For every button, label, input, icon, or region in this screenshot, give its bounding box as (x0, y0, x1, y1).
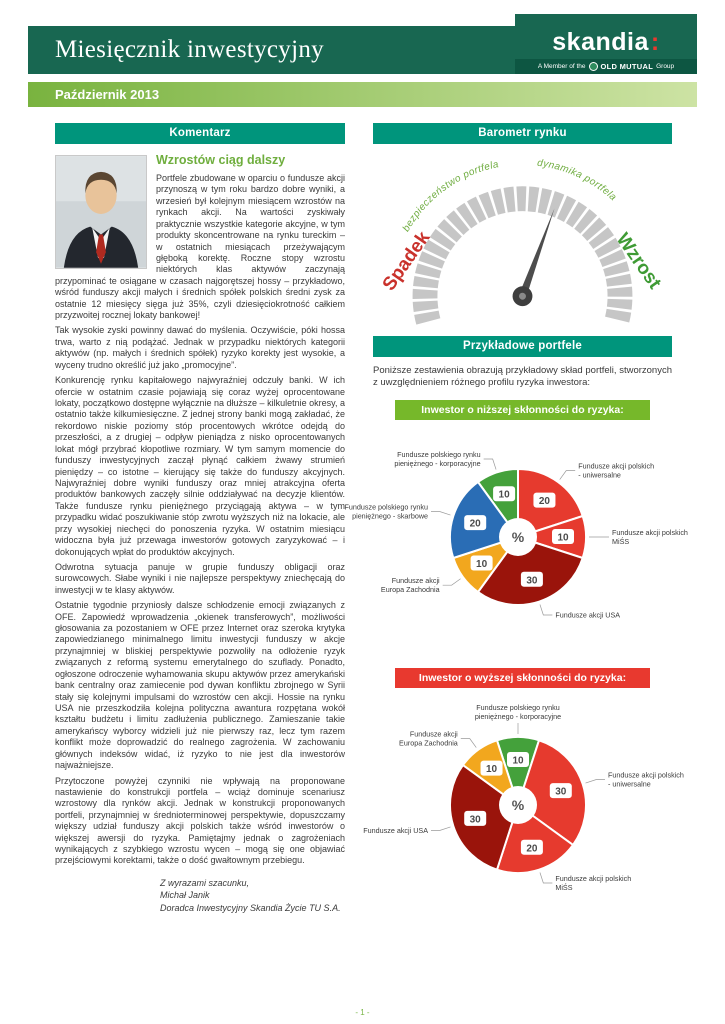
label-leader-line (559, 469, 576, 480)
pie-center (499, 785, 537, 824)
label-leader-line (442, 578, 461, 586)
slice-value: 10 (512, 755, 524, 766)
value-badge (493, 485, 516, 501)
slice-value: 20 (539, 496, 551, 507)
signature-block: Z wyrazami szacunku, Michał Janik Doradc… (160, 877, 345, 915)
label-leader-line (460, 737, 477, 748)
slice-label: Fundusze polskiego rynku pieniężnego - ko… (475, 703, 561, 721)
commentary-section: Komentarz Wzrostów ciąg dalszy Portfele … (55, 123, 345, 926)
label-leader-line (483, 458, 497, 470)
article-paragraph: Tak wysokie zyski powinny dawać do myśle… (55, 325, 345, 370)
pie-center-label: % (512, 797, 525, 813)
old-mutual-text: OLD MUTUAL (600, 62, 654, 71)
skandia-logo: skandia: A Member of the OLD MUTUAL Grou… (515, 14, 697, 74)
slice-label: Fundusze akcji polskich - uniwersalne (608, 770, 684, 788)
value-badge (507, 751, 529, 767)
gauge-needle-icon (512, 208, 555, 307)
market-barometer: bezpieczeństwo portfela dynamika portfel… (373, 147, 672, 336)
article: Wzrostów ciąg dalszy Portfele zbudowane … (55, 153, 345, 915)
article-paragraph: Portfele zbudowane w oparciu o fundusze … (55, 173, 345, 321)
skandia-brand: skandia (552, 28, 649, 56)
issue-date: Październik 2013 (55, 87, 160, 102)
pie-slice (476, 535, 584, 606)
group-text: Group (656, 63, 675, 70)
article-paragraph: Odwrotna sytuacja panuje w grupie fundus… (55, 561, 345, 595)
low-risk-chart-block: Inwestor o niższej skłonności do ryzyka:… (344, 399, 688, 658)
commentary-header: Komentarz (55, 123, 345, 144)
signature-role: Doradca Inwestycyjny Skandia Życie TU S.… (160, 903, 341, 914)
slice-label: Fundusze akcji Europa Zachodnia (381, 576, 440, 594)
article-paragraph: Ostatnie tygodnie przyniosły dalsze schł… (55, 600, 345, 771)
label-leader-line (539, 604, 553, 616)
value-badge (552, 528, 574, 544)
slice-value: 30 (470, 814, 482, 825)
slice-label: Fundusze polskiego rynku pieniężnego - ko… (394, 450, 480, 468)
pie-center (499, 517, 537, 556)
signature-name: Michał Janik (160, 890, 210, 901)
masthead: Miesięcznik inwestycyjny skandia: A Memb… (28, 14, 697, 107)
value-badge (464, 514, 487, 530)
slice-value: 10 (499, 489, 511, 500)
article-title: Wzrostów ciąg dalszy (156, 153, 286, 167)
market-section: Barometr rynku bezpieczeństwo portfela d… (344, 123, 688, 926)
low-risk-banner: Inwestor o niższej skłonności do ryzyka: (395, 399, 650, 420)
newsletter-title: Miesięcznik inwestycyjny (55, 36, 324, 63)
page-number: - 1 - (355, 1008, 370, 1017)
signature-closing: Z wyrazami szacunku, (160, 877, 250, 888)
slice-value: 30 (555, 786, 567, 797)
high-risk-pie-chart: Fundusze polskiego rynku pieniężnego - ko… (363, 690, 684, 926)
high-risk-banner: Inwestor o wyższej skłonności do ryzyka: (395, 667, 650, 688)
slice-label: Fundusze akcji Europa Zachodnia (399, 729, 458, 747)
article-paragraph: Konkurencję rynku kapitałowego najwyraźn… (55, 375, 345, 557)
content-columns: Komentarz Wzrostów ciąg dalszy Portfele … (55, 123, 688, 926)
portfolios-header: Przykładowe portfele (373, 336, 672, 357)
pie-svg: Fundusze polskiego rynku pieniężnego - ko… (363, 703, 684, 892)
label-leader-line (539, 872, 553, 884)
article-body: Portfele zbudowane w oparciu o fundusze … (55, 173, 345, 867)
slice-label: Fundusze akcji USA (363, 826, 428, 835)
skandia-logo-text: skandia: (515, 25, 697, 59)
member-of-text: A Member of the (537, 63, 586, 70)
old-mutual-strip: A Member of the OLD MUTUAL Group (515, 59, 697, 74)
skandia-logo-dots: : (650, 28, 660, 56)
slice-value: 10 (486, 764, 498, 775)
high-risk-chart-block: Inwestor o wyższej skłonności do ryzyka:… (363, 667, 684, 926)
gauge-band (412, 186, 633, 325)
slice-label: Fundusze akcji USA (555, 610, 620, 619)
value-badge (464, 810, 487, 826)
slice-value: 30 (526, 575, 538, 586)
pie-svg: Fundusze polskiego rynku pieniężnego - ko… (344, 450, 687, 619)
slice-label: Fundusze akcji polskich MiŚS (612, 528, 688, 546)
barometer-gauge: bezpieczeństwo portfela dynamika portfel… (379, 158, 665, 325)
slice-value: 10 (557, 532, 569, 543)
value-badge (520, 571, 543, 587)
slice-label: Fundusze akcji polskich MiŚS (555, 874, 631, 892)
slice-label: Fundusze polskiego rynku pieniężnego - sk… (344, 502, 428, 520)
slice-value: 20 (470, 518, 482, 529)
label-leader-line (431, 510, 451, 516)
value-badge (533, 492, 556, 508)
low-risk-pie-chart: Fundusze polskiego rynku pieniężnego - ko… (344, 422, 687, 658)
author-photo (55, 155, 147, 269)
value-badge (480, 760, 503, 776)
value-badge (520, 839, 543, 855)
label-leader-line (431, 826, 451, 831)
label-leader-line (585, 778, 605, 784)
article-paragraph: Przytoczone powyżej czynniki nie wpływaj… (55, 775, 345, 866)
slice-label: Fundusze akcji polskich - uniwersalne (578, 461, 654, 479)
portfolios-intro: Poniższe zestawienia obrazują przykładow… (373, 365, 672, 389)
slice-value: 10 (476, 559, 488, 570)
slice-value: 20 (526, 843, 538, 854)
issue-date-bar: Październik 2013 (28, 82, 697, 107)
barometer-header: Barometr rynku (373, 123, 672, 144)
author-photo-image (56, 156, 146, 268)
old-mutual-logo-icon (588, 62, 598, 71)
pie-center-label: % (512, 529, 525, 545)
value-badge (549, 782, 572, 798)
masthead-bar: Miesięcznik inwestycyjny skandia: A Memb… (28, 14, 697, 74)
value-badge (470, 555, 493, 571)
